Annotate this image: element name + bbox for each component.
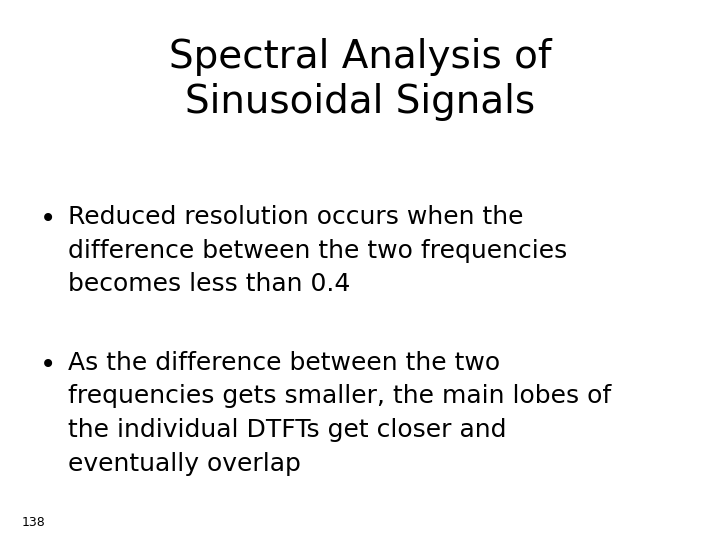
Text: 138: 138 [22, 516, 45, 529]
Text: Reduced resolution occurs when the
difference between the two frequencies
become: Reduced resolution occurs when the diffe… [68, 205, 567, 296]
Text: As the difference between the two
frequencies gets smaller, the main lobes of
th: As the difference between the two freque… [68, 351, 612, 476]
Text: •: • [40, 205, 56, 233]
Text: Spectral Analysis of
Sinusoidal Signals: Spectral Analysis of Sinusoidal Signals [168, 38, 552, 122]
Text: •: • [40, 351, 56, 379]
